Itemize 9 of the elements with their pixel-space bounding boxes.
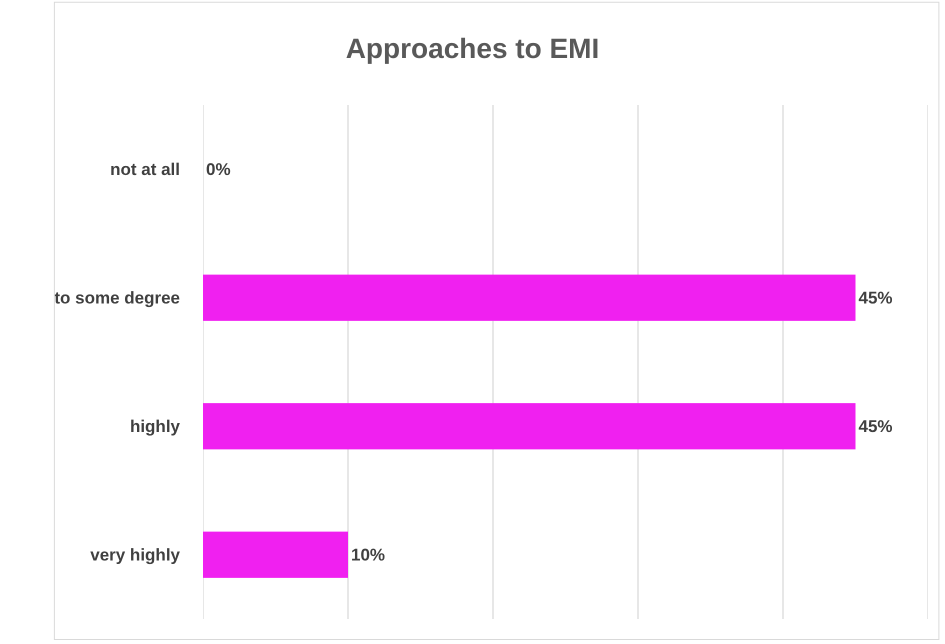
y-tick-label: to some degree bbox=[54, 288, 180, 308]
y-tick-label: highly bbox=[130, 417, 181, 436]
data-label: 10% bbox=[351, 545, 386, 564]
y-tick-label: very highly bbox=[90, 546, 181, 565]
data-label: 45% bbox=[858, 288, 893, 308]
y-tick-label: not at all bbox=[110, 160, 180, 180]
data-label: 45% bbox=[858, 416, 893, 436]
chart-title: Approaches to EMI bbox=[346, 33, 600, 64]
data-label: 0% bbox=[206, 160, 231, 179]
